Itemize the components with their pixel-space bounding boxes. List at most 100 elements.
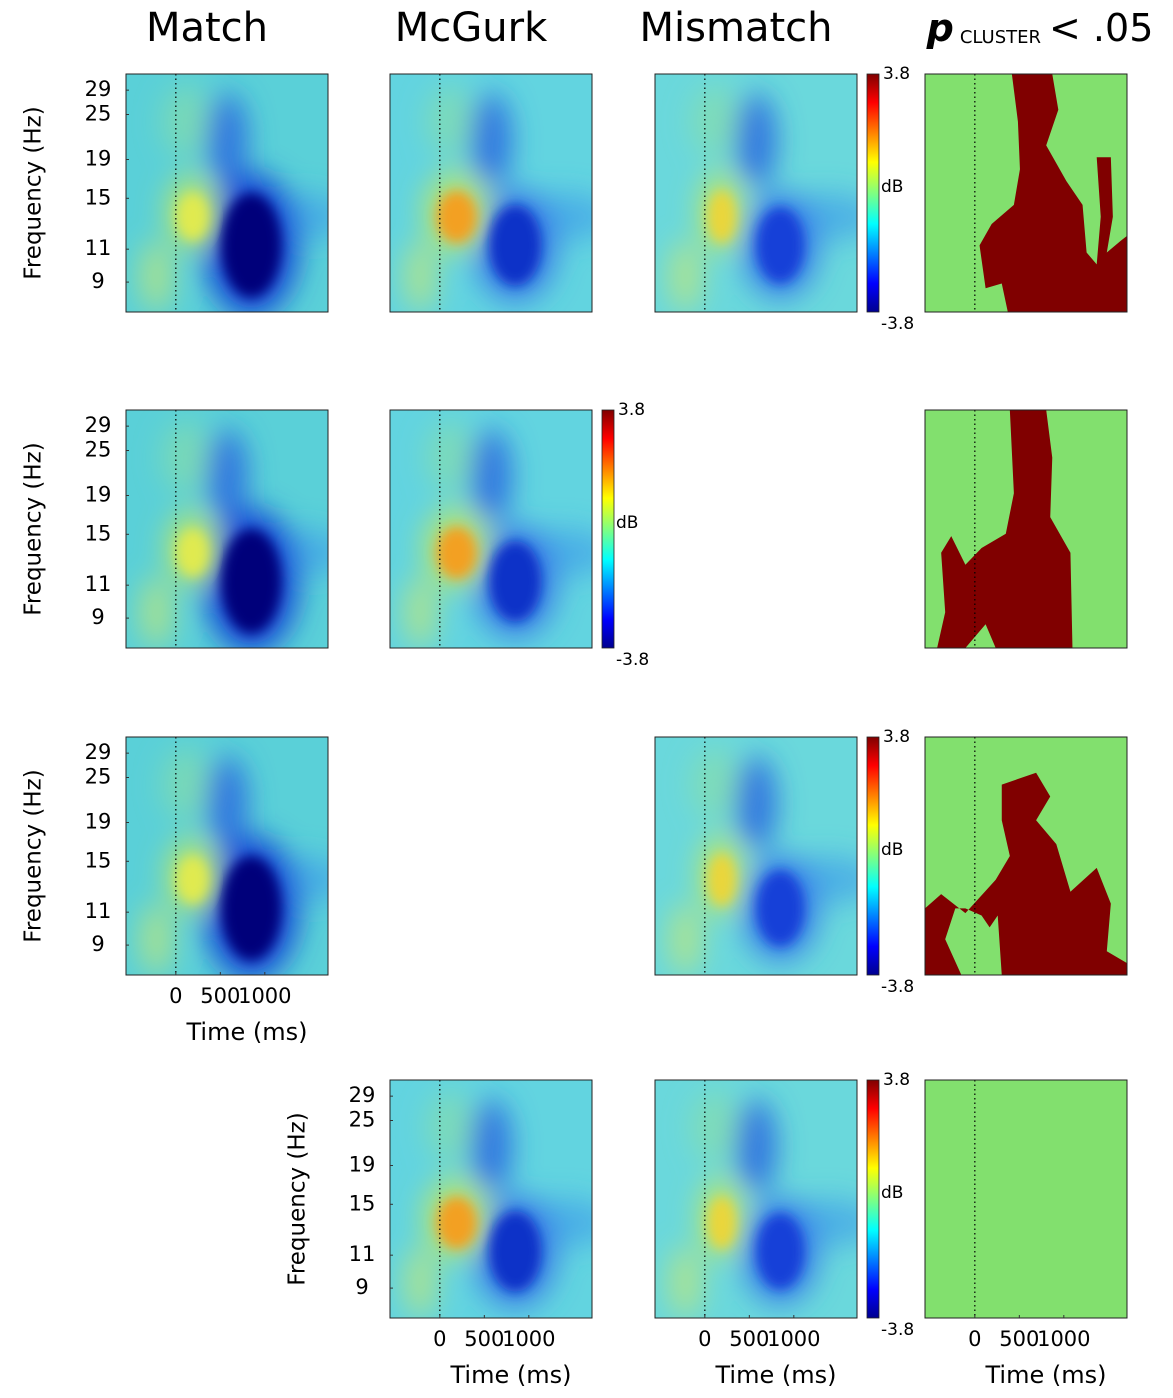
heatmap-panel	[390, 74, 612, 312]
colorbar-max: 3.8	[618, 400, 645, 420]
heatmap-blob	[489, 205, 542, 286]
heatmap-blob	[708, 191, 736, 243]
heatmap-blob	[221, 529, 282, 634]
x-tick-label: 1000	[767, 1327, 820, 1351]
panel-content	[390, 74, 612, 312]
y-tick-label: 29	[85, 77, 112, 101]
mask-bg	[925, 1080, 1127, 1318]
heatmap-blob	[471, 93, 511, 188]
colorbar: 3.8-3.8dB	[867, 727, 914, 997]
colorbar-label: dB	[881, 1183, 903, 1203]
colorbar-label: dB	[881, 177, 903, 197]
panel-content	[925, 1080, 1127, 1318]
panel-axes: 29251915119Frequency (Hz)	[21, 77, 130, 293]
heatmap-blob	[177, 193, 209, 241]
heatmap-blob	[708, 854, 736, 906]
heatmap-blob	[669, 1247, 701, 1318]
y-tick-label: 9	[355, 1275, 368, 1299]
x-axis-label: Time (ms)	[715, 1361, 837, 1389]
panel-axes: 05001000Time (ms)	[698, 1315, 836, 1389]
heatmap-blob	[436, 527, 476, 579]
heatmap-blob	[404, 1247, 436, 1318]
heatmap-blob	[436, 1197, 476, 1249]
heatmap-blob	[404, 577, 436, 648]
heatmap-blob	[140, 904, 172, 975]
heatmap-blob	[669, 241, 701, 312]
colorbar-bar	[867, 74, 879, 312]
heatmap-blob	[404, 241, 436, 312]
colorbar: 3.8 -3.8 dB	[867, 64, 914, 334]
heatmap-panel	[655, 74, 877, 312]
heatmap-blob	[162, 86, 210, 157]
column-title: McGurk	[395, 5, 548, 51]
heatmap-panel	[126, 74, 348, 319]
y-tick-label: 25	[349, 1107, 376, 1131]
y-tick-label: 25	[85, 764, 112, 788]
y-tick-label: 29	[349, 1083, 376, 1107]
x-tick-label: 0	[169, 984, 182, 1008]
cluster-panel	[925, 410, 1127, 648]
colorbar: 3.8-3.8dB	[867, 1070, 914, 1340]
panel-content	[925, 737, 1127, 975]
panel-content	[655, 1080, 877, 1318]
y-tick-label: 15	[349, 1191, 376, 1215]
figure: pCLUSTER< .05 MatchMcGurkMismatch2925191…	[0, 0, 1173, 1393]
y-axis-label: Frequency (Hz)	[21, 769, 47, 942]
heatmap-blob	[471, 1099, 511, 1194]
colorbar-min: -3.8	[616, 650, 649, 670]
heatmap-blob	[691, 1092, 739, 1163]
heatmap-blob	[221, 856, 282, 961]
y-axis-label: Frequency (Hz)	[285, 1112, 311, 1285]
heatmap-panel	[655, 1080, 877, 1318]
panel-content	[126, 74, 348, 319]
heatmap-blob	[489, 541, 542, 622]
colorbar-min: -3.8	[881, 314, 914, 334]
heatmap-panel	[126, 737, 348, 982]
title-rest: < .05	[1049, 6, 1153, 50]
heatmap-blob	[177, 529, 209, 577]
heatmap-blob	[691, 749, 739, 820]
heatmap-blob	[177, 856, 209, 904]
column-title: Mismatch	[640, 5, 833, 51]
y-tick-label: 15	[85, 521, 112, 545]
y-tick-label: 19	[85, 483, 112, 507]
heatmap-blob	[140, 241, 172, 312]
y-tick-label: 25	[85, 437, 112, 461]
heatmap-panel	[655, 737, 877, 975]
colorbar-max: 3.8	[883, 1070, 910, 1090]
colorbar-bar	[867, 1080, 879, 1318]
panel-content	[925, 74, 1127, 312]
cluster-panel	[925, 74, 1127, 312]
heatmap-blob	[162, 749, 210, 820]
heatmap-blob	[756, 870, 804, 946]
heatmap-panel	[390, 1080, 612, 1318]
title-p: p	[926, 6, 954, 50]
y-tick-label: 19	[85, 147, 112, 171]
heatmap-blob	[669, 904, 701, 975]
y-tick-label: 11	[85, 236, 112, 260]
y-tick-label: 11	[85, 572, 112, 596]
heatmap-blob	[756, 207, 804, 283]
y-tick-label: 29	[85, 413, 112, 437]
x-tick-label: 500	[999, 1327, 1039, 1351]
colorbar-max: 3.8	[883, 64, 910, 84]
heatmap-blob	[140, 577, 172, 648]
x-tick-label: 500	[200, 984, 240, 1008]
panel-content	[390, 1080, 612, 1318]
panel-axes: 29251915119Frequency (Hz)	[21, 413, 130, 629]
x-axis-label: Time (ms)	[450, 1361, 572, 1389]
heatmap-blob	[426, 422, 474, 493]
colorbar-bar	[602, 410, 614, 648]
y-tick-label: 9	[91, 605, 104, 629]
cluster-panel	[925, 737, 1127, 975]
panel-content	[925, 410, 1127, 648]
x-tick-label: 1000	[502, 1327, 555, 1351]
x-axis-label: Time (ms)	[186, 1018, 308, 1046]
panel-content	[655, 74, 877, 312]
heatmap-blob	[162, 422, 210, 493]
y-axis-label: Frequency (Hz)	[21, 106, 47, 279]
panel-content	[390, 410, 612, 648]
heatmap-blob	[736, 1099, 776, 1194]
